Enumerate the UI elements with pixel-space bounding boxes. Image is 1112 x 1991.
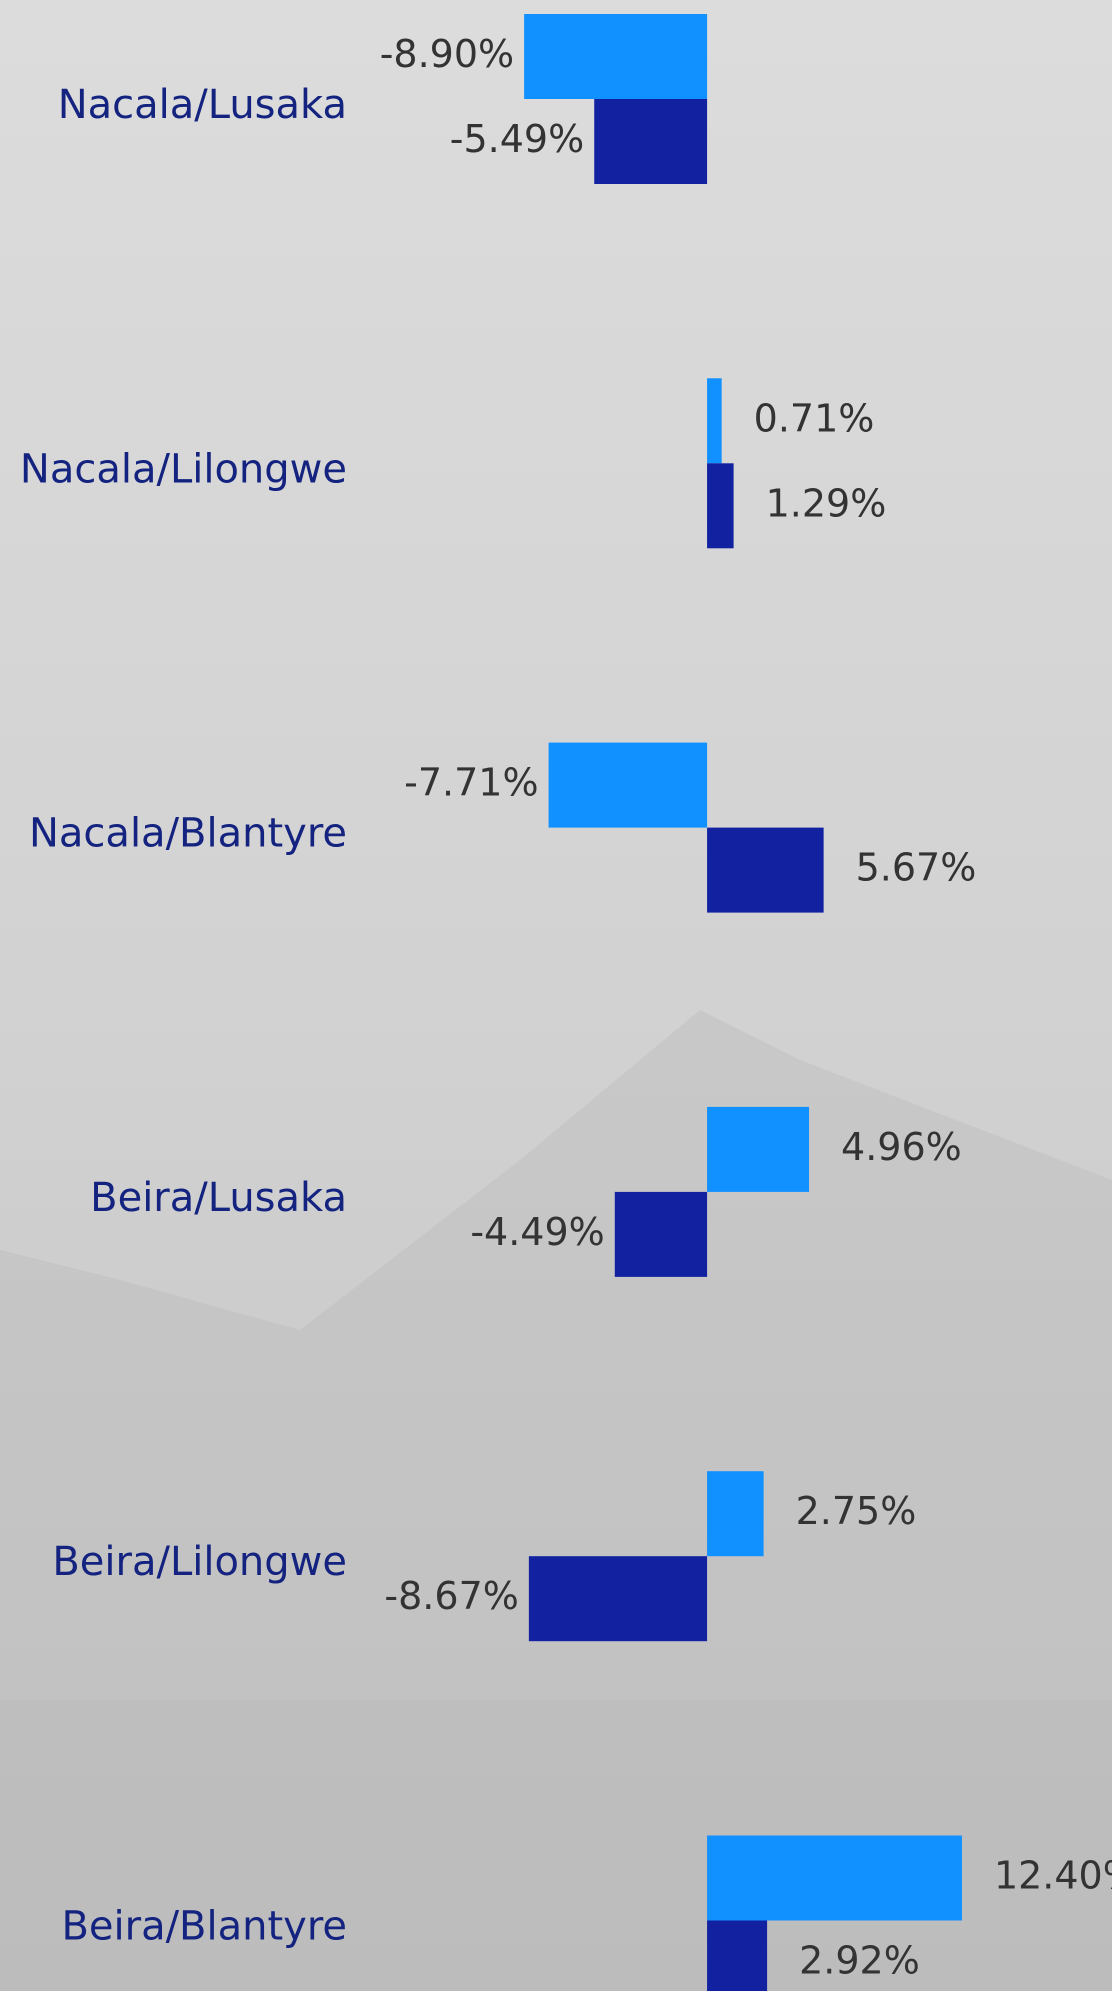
bar	[548, 742, 708, 828]
bar	[528, 1556, 708, 1642]
bar	[707, 1471, 764, 1557]
category-label: Beira/Lilongwe	[52, 1539, 347, 1585]
bar	[707, 378, 722, 464]
value-label: -4.49%	[470, 1210, 604, 1254]
bar	[524, 14, 708, 99]
bar	[614, 1191, 708, 1277]
value-label: -8.90%	[380, 32, 514, 76]
value-label: 1.29%	[766, 481, 887, 525]
value-label: -5.49%	[450, 117, 584, 161]
value-label: 4.96%	[841, 1125, 962, 1169]
value-label: -8.67%	[384, 1574, 518, 1618]
category-label: Nacala/Blantyre	[29, 811, 347, 857]
bar	[707, 827, 824, 913]
category-label: Nacala/Lusaka	[58, 82, 347, 128]
bar	[707, 463, 734, 549]
value-label: 12.40%	[994, 1854, 1112, 1898]
bar	[707, 1835, 962, 1921]
mountain-silhouette	[0, 1010, 1112, 1991]
category-label: Nacala/Lilongwe	[20, 446, 347, 492]
category-label: Beira/Lusaka	[90, 1175, 347, 1221]
value-label: 2.92%	[799, 1939, 920, 1983]
value-label: 0.71%	[754, 396, 875, 440]
bar	[707, 1106, 810, 1192]
bar	[707, 1920, 768, 1991]
value-label: -7.71%	[404, 761, 538, 805]
category-label: Beira/Blantyre	[61, 1904, 347, 1950]
bar	[594, 99, 708, 184]
value-label: 5.67%	[856, 846, 977, 890]
value-label: 2.75%	[796, 1489, 917, 1533]
